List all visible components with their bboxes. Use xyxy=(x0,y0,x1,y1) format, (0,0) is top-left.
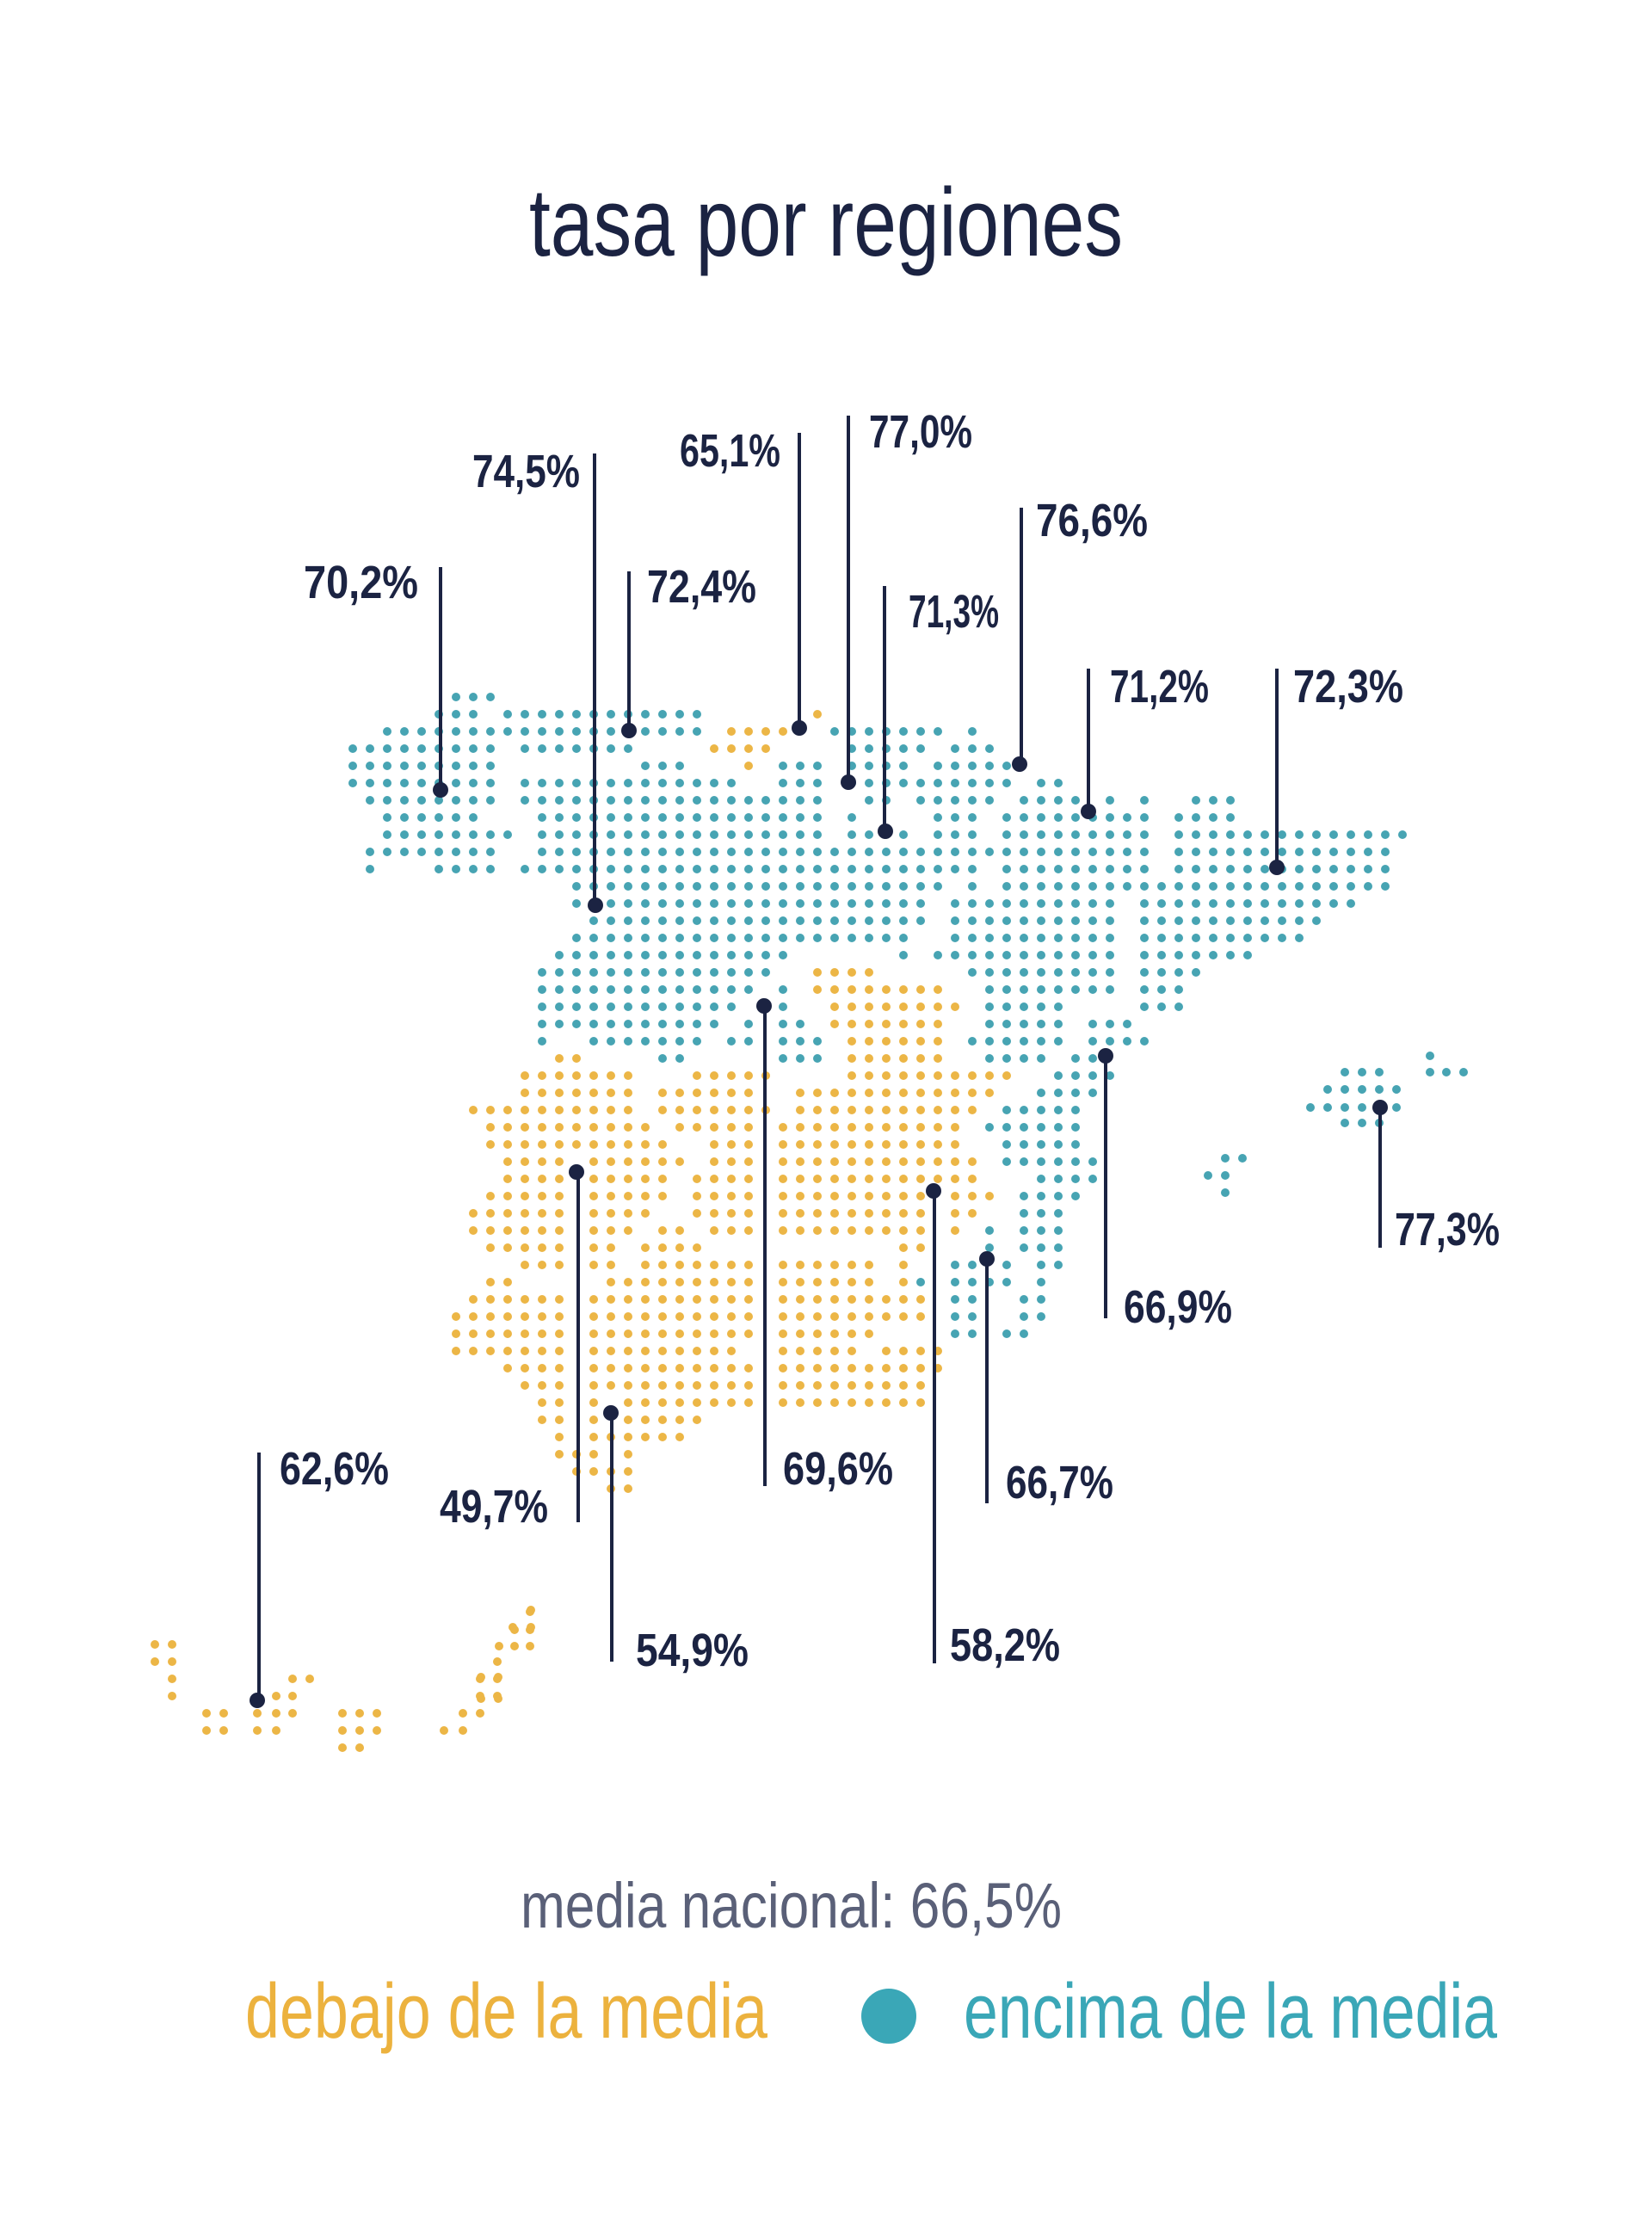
svg-text:54,9%: 54,9% xyxy=(636,1625,749,1676)
svg-text:71,3%: 71,3% xyxy=(909,586,999,638)
svg-text:76,6%: 76,6% xyxy=(1036,495,1148,546)
svg-text:66,9%: 66,9% xyxy=(1124,1281,1232,1333)
svg-text:66,7%: 66,7% xyxy=(1006,1457,1113,1508)
svg-text:58,2%: 58,2% xyxy=(950,1619,1060,1671)
svg-text:65,1%: 65,1% xyxy=(680,425,780,477)
svg-text:69,6%: 69,6% xyxy=(783,1443,893,1495)
svg-text:77,3%: 77,3% xyxy=(1395,1204,1500,1255)
svg-text:77,0%: 77,0% xyxy=(869,406,972,458)
svg-text:72,4%: 72,4% xyxy=(647,561,756,613)
svg-text:72,3%: 72,3% xyxy=(1293,661,1403,712)
svg-text:encima de la media: encima de la media xyxy=(964,1969,1498,2055)
svg-text:49,7%: 49,7% xyxy=(440,1481,548,1533)
svg-text:74,5%: 74,5% xyxy=(472,446,580,497)
svg-text:tasa por regiones: tasa por regiones xyxy=(529,169,1123,276)
svg-text:71,2%: 71,2% xyxy=(1110,661,1209,712)
svg-text:debajo de la media: debajo de la media xyxy=(245,1969,768,2055)
svg-text:media nacional: 66,5%: media nacional: 66,5% xyxy=(521,1870,1062,1941)
svg-text:70,2%: 70,2% xyxy=(304,557,418,608)
svg-text:62,6%: 62,6% xyxy=(280,1443,389,1495)
